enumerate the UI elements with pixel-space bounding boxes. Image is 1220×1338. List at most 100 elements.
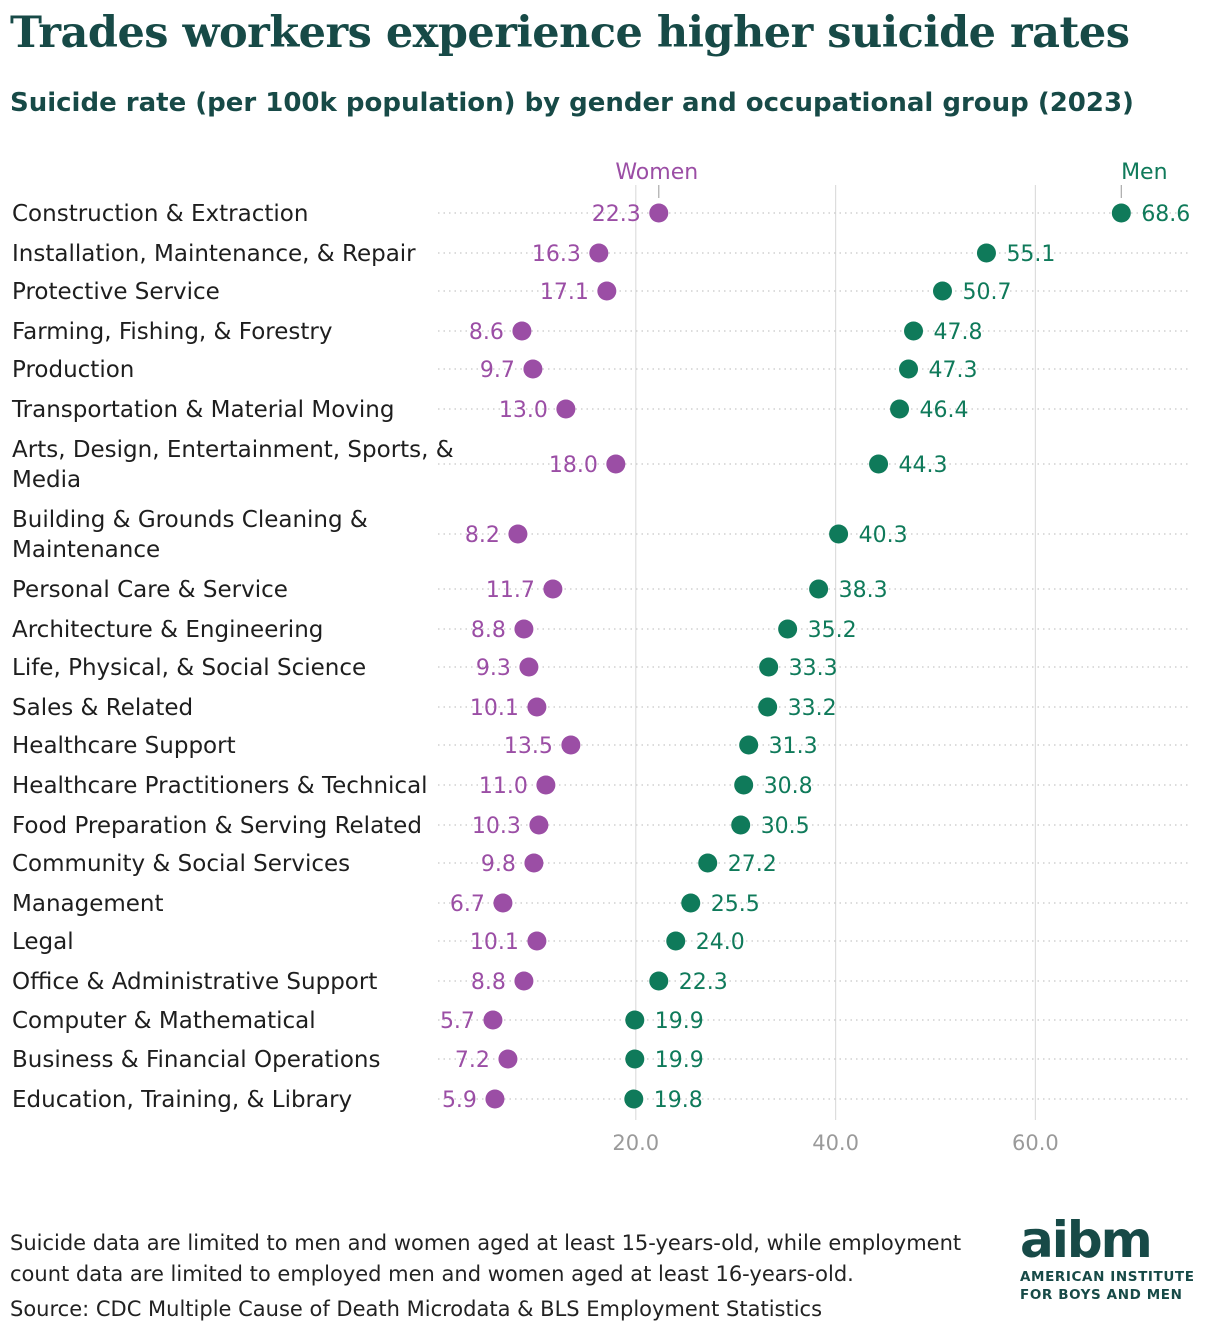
women-dot xyxy=(485,1089,505,1109)
men-value-label: 19.9 xyxy=(655,1048,704,1073)
men-value-label: 44.3 xyxy=(899,453,948,478)
category-label: Business & Financial Operations xyxy=(12,1047,380,1073)
men-dot xyxy=(734,775,754,795)
women-dot xyxy=(493,893,513,913)
men-dot xyxy=(759,657,779,677)
women-value-label: 10.1 xyxy=(470,930,519,955)
women-value-label: 22.3 xyxy=(592,202,641,227)
women-dot xyxy=(597,281,617,301)
men-value-label: 47.3 xyxy=(929,358,978,383)
category-label: Food Preparation & Serving Related xyxy=(12,813,422,839)
legend: Women Men xyxy=(615,160,1168,198)
women-dot xyxy=(514,971,534,991)
women-dot xyxy=(514,619,534,639)
x-tick-label: 20.0 xyxy=(612,1131,659,1155)
men-value-label: 31.3 xyxy=(769,734,818,759)
men-value-label: 35.2 xyxy=(808,618,857,643)
women-dot xyxy=(508,524,528,544)
women-value-label: 6.7 xyxy=(450,892,485,917)
men-value-label: 22.3 xyxy=(679,970,728,995)
women-value-label: 9.7 xyxy=(480,358,515,383)
men-value-label: 68.6 xyxy=(1141,202,1190,227)
men-value-label: 33.2 xyxy=(788,696,837,721)
women-value-label: 8.6 xyxy=(469,320,504,345)
men-dot xyxy=(731,815,751,835)
category-label: Construction & Extraction xyxy=(12,201,308,227)
men-value-label: 50.7 xyxy=(962,280,1011,305)
men-dot xyxy=(758,697,778,717)
x-tick-label: 60.0 xyxy=(1012,1131,1059,1155)
legend-women: Women xyxy=(615,160,698,185)
women-value-label: 13.0 xyxy=(499,398,548,423)
women-dot xyxy=(561,735,581,755)
category-label: Community & Social Services xyxy=(12,851,350,877)
x-tick-label: 40.0 xyxy=(812,1131,859,1155)
men-dot xyxy=(681,893,701,913)
men-dot xyxy=(625,1049,645,1069)
men-value-label: 30.8 xyxy=(764,774,813,799)
category-label: Personal Care & Service xyxy=(12,577,288,603)
women-dot xyxy=(649,203,669,223)
women-value-label: 11.0 xyxy=(479,774,528,799)
women-value-label: 5.9 xyxy=(442,1088,477,1113)
source-note: Source: CDC Multiple Cause of Death Micr… xyxy=(10,1297,823,1321)
women-dot xyxy=(498,1049,518,1069)
men-value-label: 33.3 xyxy=(789,656,838,681)
men-dot xyxy=(624,1089,644,1109)
category-label-line: Media xyxy=(12,467,81,493)
category-label: Production xyxy=(12,357,134,383)
category-label: Computer & Mathematical xyxy=(12,1008,316,1034)
category-label: Architecture & Engineering xyxy=(12,617,323,643)
women-value-label: 9.8 xyxy=(481,852,516,877)
women-value-label: 9.3 xyxy=(476,656,511,681)
category-label: Education, Training, & Library xyxy=(12,1087,352,1113)
men-value-label: 30.5 xyxy=(761,814,810,839)
women-value-label: 10.1 xyxy=(470,696,519,721)
women-dot xyxy=(524,853,544,873)
men-value-label: 46.4 xyxy=(920,398,969,423)
women-value-label: 8.2 xyxy=(465,523,500,548)
category-label: Sales & Related xyxy=(12,695,193,721)
women-dot xyxy=(512,321,532,341)
women-dot xyxy=(589,243,609,263)
men-dot xyxy=(809,579,829,599)
chart-subtitle: Suicide rate (per 100k population) by ge… xyxy=(10,88,1134,118)
women-dot xyxy=(483,1010,503,1030)
men-dot xyxy=(890,399,910,419)
category-label: Installation, Maintenance, & Repair xyxy=(12,241,416,267)
category-label: Healthcare Support xyxy=(12,733,236,759)
women-dot xyxy=(519,657,539,677)
men-value-label: 55.1 xyxy=(1006,242,1055,267)
men-dot xyxy=(698,853,718,873)
men-dot xyxy=(625,1010,645,1030)
men-dot xyxy=(904,321,924,341)
women-value-label: 18.0 xyxy=(549,453,598,478)
women-value-label: 7.2 xyxy=(455,1048,490,1073)
category-label-line: Arts, Design, Entertainment, Sports, & xyxy=(12,437,454,463)
men-dot xyxy=(1111,203,1131,223)
men-value-label: 47.8 xyxy=(934,320,983,345)
women-dot xyxy=(529,815,549,835)
men-value-label: 19.8 xyxy=(654,1088,703,1113)
men-value-label: 38.3 xyxy=(839,578,888,603)
men-dot xyxy=(869,454,889,474)
category-label: Arts, Design, Entertainment, Sports, & Me… xyxy=(12,437,454,493)
men-dot xyxy=(976,243,996,263)
women-value-label: 8.8 xyxy=(471,970,506,995)
category-label-line: Building & Grounds Cleaning & xyxy=(12,507,368,533)
women-value-label: 16.3 xyxy=(532,242,581,267)
women-value-label: 17.1 xyxy=(540,280,589,305)
category-label: Office & Administrative Support xyxy=(12,969,377,995)
rows: Construction & Extraction 22.3 68.6 Install… xyxy=(11,201,1190,1113)
men-dot xyxy=(666,931,686,951)
men-value-label: 27.2 xyxy=(728,852,777,877)
men-dot xyxy=(739,735,759,755)
men-dot xyxy=(899,359,919,379)
category-label: Transportation & Material Moving xyxy=(11,397,394,423)
dumbbell-chart: Construction & Extraction 22.3 68.6 Install… xyxy=(11,160,1190,1155)
women-value-label: 11.7 xyxy=(486,578,535,603)
men-dot xyxy=(778,619,798,639)
men-dot xyxy=(829,524,849,544)
men-value-label: 25.5 xyxy=(711,892,760,917)
gridlines xyxy=(635,185,1037,1120)
